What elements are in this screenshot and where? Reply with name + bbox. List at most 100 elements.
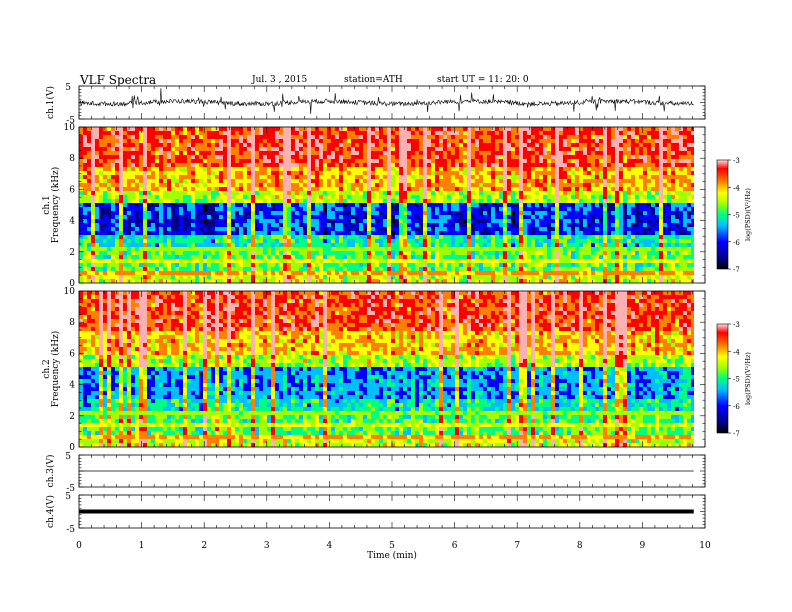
psd-cell — [483, 211, 488, 216]
psd-cell — [383, 167, 388, 172]
psd-cell — [439, 203, 444, 208]
psd-cell — [491, 167, 496, 172]
psd-cell — [459, 239, 464, 244]
psd-cell — [291, 195, 296, 200]
psd-cell — [171, 235, 176, 240]
psd-cell — [303, 151, 308, 156]
psd-cell — [579, 179, 584, 184]
psd-cell — [675, 139, 680, 144]
psd-cell — [371, 223, 376, 228]
psd-cell — [175, 151, 180, 156]
psd-cell — [407, 211, 412, 216]
psd-cell — [271, 239, 276, 244]
psd-cell — [415, 147, 420, 152]
psd-cell — [575, 223, 580, 228]
psd-cell — [87, 159, 92, 164]
psd-cell — [299, 227, 304, 232]
psd-cell — [647, 179, 652, 184]
psd-cell — [291, 239, 296, 244]
psd-cell — [131, 167, 136, 172]
psd-cell — [611, 211, 616, 216]
psd-cell — [119, 163, 124, 168]
psd-cell — [163, 223, 168, 228]
psd-cell — [87, 151, 92, 156]
psd-cell — [587, 199, 592, 204]
psd-cell — [215, 151, 220, 156]
psd-cell — [623, 199, 628, 204]
psd-cell — [475, 151, 480, 156]
psd-cell — [111, 183, 116, 188]
psd-cell — [255, 163, 260, 168]
psd-cell — [99, 211, 104, 216]
psd-cell — [463, 139, 468, 144]
psd-cell — [323, 247, 328, 252]
psd-cell — [355, 227, 360, 232]
psd-cell — [439, 151, 444, 156]
psd-cell — [243, 215, 248, 220]
psd-cell — [135, 251, 140, 256]
psd-cell — [403, 131, 408, 136]
psd-cell — [623, 191, 628, 196]
psd-cell — [223, 223, 228, 228]
psd-cell — [667, 231, 672, 236]
psd-cell — [371, 131, 376, 136]
psd-cell — [351, 127, 356, 132]
psd-cell — [659, 195, 664, 200]
psd-cell — [651, 239, 656, 244]
psd-cell — [251, 131, 256, 136]
psd-cell — [643, 247, 648, 252]
psd-cell — [635, 187, 640, 192]
psd-cell — [447, 243, 452, 248]
psd-cell — [567, 139, 572, 144]
psd-cell — [531, 191, 536, 196]
psd-cell — [683, 235, 688, 240]
psd-cell — [231, 179, 236, 184]
psd-cell — [571, 171, 576, 176]
psd-cell — [459, 211, 464, 216]
psd-cell — [319, 219, 324, 224]
psd-cell — [287, 191, 292, 196]
psd-cell — [479, 203, 484, 208]
psd-cell — [631, 195, 636, 200]
psd-cell — [615, 183, 620, 188]
psd-cell — [411, 131, 416, 136]
psd-cell — [627, 171, 632, 176]
psd-cell — [447, 135, 452, 140]
psd-cell — [591, 155, 596, 160]
psd-cell — [683, 231, 688, 236]
psd-cell — [203, 143, 208, 148]
psd-cell — [275, 191, 280, 196]
psd-cell — [683, 139, 688, 144]
psd-cell — [367, 207, 372, 212]
psd-cell — [303, 159, 308, 164]
psd-cell — [135, 143, 140, 148]
psd-cell — [475, 231, 480, 236]
psd-cell — [243, 251, 248, 256]
psd-cell — [103, 135, 108, 140]
psd-cell — [391, 211, 396, 216]
psd-cell — [287, 155, 292, 160]
psd-cell — [395, 215, 400, 220]
psd-cell — [343, 175, 348, 180]
psd-cell — [207, 227, 212, 232]
psd-cell — [363, 183, 368, 188]
psd-cell — [495, 155, 500, 160]
psd-cell — [131, 183, 136, 188]
psd-cell — [355, 151, 360, 156]
psd-cell — [635, 163, 640, 168]
psd-cell — [123, 255, 128, 260]
psd-cell — [359, 211, 364, 216]
psd-cell — [371, 187, 376, 192]
psd-cell — [483, 139, 488, 144]
psd-cell — [619, 155, 624, 160]
psd-cell — [235, 127, 240, 132]
psd-cell — [443, 155, 448, 160]
psd-cell — [643, 183, 648, 188]
psd-cell — [151, 171, 156, 176]
psd-cell — [227, 251, 232, 256]
psd-cell — [287, 163, 292, 168]
psd-cell — [315, 207, 320, 212]
psd-cell — [571, 223, 576, 228]
psd-cell — [591, 199, 596, 204]
psd-cell — [599, 215, 604, 220]
